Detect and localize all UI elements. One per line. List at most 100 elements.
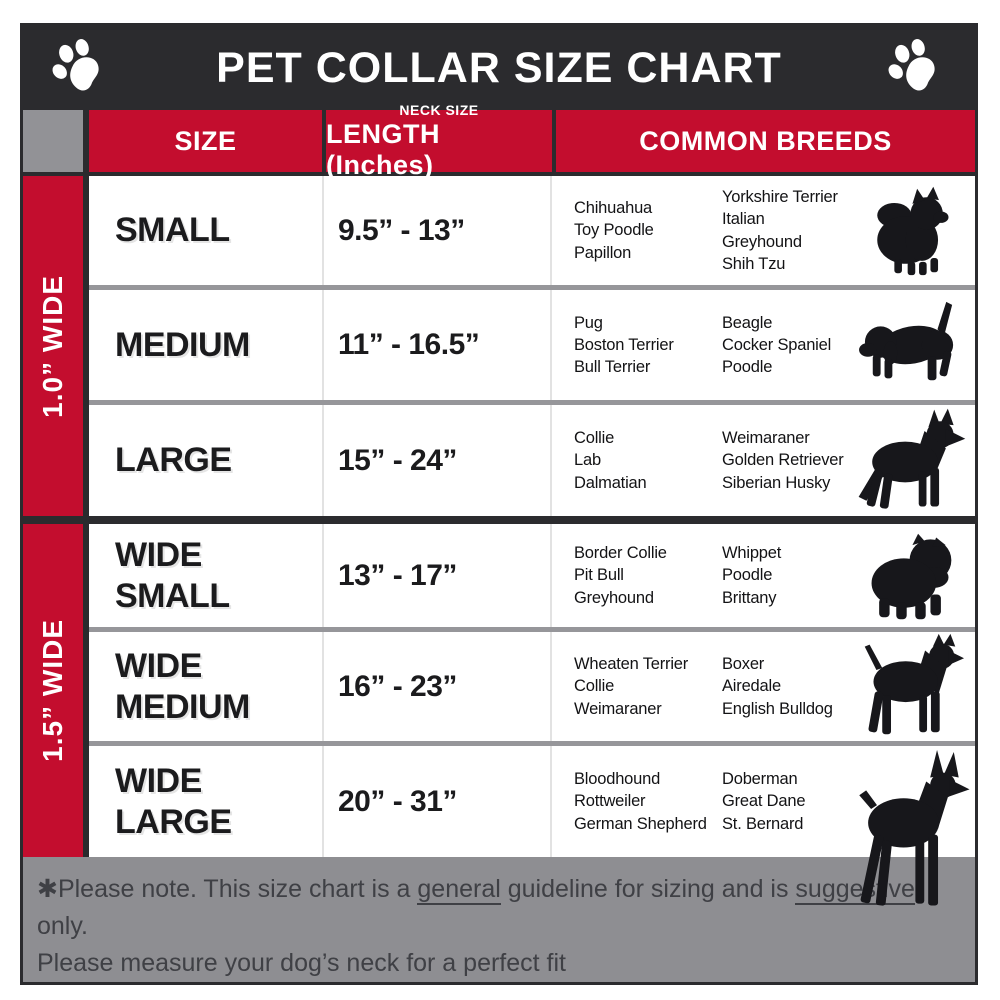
breed-item: Shih Tzu: [722, 254, 786, 273]
chart-header: PET COLLAR SIZE CHART: [23, 26, 975, 110]
breed-item: Lab: [574, 451, 601, 470]
breed-list-left: Bloodhound Rottweiler German Shepherd: [574, 768, 722, 834]
breed-item: Poodle: [722, 566, 773, 585]
breed-item: Boston Terrier: [574, 335, 674, 354]
breed-item: Yorkshire Terrier: [722, 188, 838, 207]
dog-image-zone: [845, 632, 975, 741]
breed-item: Airedale: [722, 677, 781, 696]
size-cell: WIDE SMALL: [89, 524, 324, 627]
breed-item: Rottweiler: [574, 792, 646, 811]
breeds-cell: Wheaten Terrier Collie Weimaraner Boxer …: [552, 632, 975, 741]
table-row-wide-small: WIDE SMALL 13” - 17” Border Collie Pit B…: [89, 524, 975, 627]
breed-item: Doberman: [722, 770, 798, 789]
breed-item: Weimaraner: [722, 429, 810, 448]
column-header-neck-size: NECK SIZE LENGTH (Inches): [326, 102, 552, 180]
breed-item: Poodle: [722, 358, 773, 377]
breed-list-right: Boxer Airedale English Bulldog: [722, 653, 845, 719]
footer-note-text: guideline for sizing and is: [500, 875, 796, 903]
breed-list-left: Chihuahua Toy Poodle Papillon: [574, 197, 722, 263]
breed-item: Chihuahua: [574, 199, 653, 218]
size-cell: SMALL: [89, 176, 324, 285]
breed-item: Bull Terrier: [574, 358, 651, 377]
breed-item: Whippet: [722, 544, 782, 563]
size-cell: LARGE: [89, 405, 324, 516]
breed-item: German Shepherd: [574, 814, 707, 833]
breed-item: Collie: [574, 677, 615, 696]
size-label-line2: SMALL: [115, 576, 230, 615]
neck-range-cell: 20” - 31”: [324, 746, 552, 857]
size-label-line2: MEDIUM: [115, 687, 250, 726]
page-title: PET COLLAR SIZE CHART: [216, 43, 782, 92]
corner-spacer: [23, 110, 83, 172]
breed-item: St. Bernard: [722, 814, 804, 833]
footer-note-line1: ✱Please note. This size chart is a gener…: [37, 871, 955, 945]
dog-image-zone: [845, 176, 975, 285]
german-shepherd-silhouette-icon: [858, 408, 966, 509]
pitbull-silhouette-icon: [864, 633, 965, 734]
neck-range: 15” - 24”: [338, 443, 457, 477]
column-header-common-breeds: COMMON BREEDS: [556, 110, 975, 172]
dog-image-zone: [845, 290, 975, 400]
pomeranian-silhouette-icon: [876, 186, 948, 276]
breed-item: Toy Poodle: [574, 221, 654, 240]
neck-range-cell: 16” - 23”: [324, 632, 552, 741]
dog-image-zone: [845, 746, 975, 906]
breed-item: Golden Retriever: [722, 451, 844, 470]
doberman-silhouette-icon: [859, 749, 970, 906]
row-divider: [89, 741, 975, 746]
chart-frame: PET COLLAR SIZE CHART 1.0” WIDE 1.5”: [20, 23, 978, 985]
breed-item: Bloodhound: [574, 770, 661, 789]
breed-item: Papillon: [574, 243, 632, 262]
row-divider: [89, 400, 975, 405]
size-label: SMALL: [115, 211, 230, 250]
breed-list-right: Doberman Great Dane St. Bernard: [722, 768, 845, 834]
width-band-1-5-inch: 1.5” WIDE: [23, 524, 83, 857]
breed-list-left: Border Collie Pit Bull Greyhound: [574, 542, 722, 608]
breed-item: Collie: [574, 429, 615, 448]
breed-list-left: Pug Boston Terrier Bull Terrier: [574, 312, 722, 378]
breed-item: Beagle: [722, 313, 773, 332]
breeds-cell: Bloodhound Rottweiler German Shepherd Do…: [552, 746, 975, 906]
neck-range: 11” - 16.5”: [338, 328, 480, 361]
footer-note-text: ✱Please note. This size chart is a: [37, 875, 418, 903]
paw-icon: [52, 39, 99, 91]
breeds-cell: Chihuahua Toy Poodle Papillon Yorkshire …: [552, 176, 975, 285]
breed-item: Dalmatian: [574, 473, 647, 492]
breed-item: Pug: [574, 313, 603, 332]
table-row-wide-medium: WIDE MEDIUM 16” - 23” Wheaten Terrier Co…: [89, 632, 975, 741]
breed-list-left: Wheaten Terrier Collie Weimaraner: [574, 653, 722, 719]
width-band-1-inch: 1.0” WIDE: [23, 176, 83, 516]
breeds-cell: Border Collie Pit Bull Greyhound Whippet…: [552, 524, 975, 627]
breed-item: Great Dane: [722, 792, 806, 811]
breed-item: Pit Bull: [574, 566, 624, 585]
breed-list-right: Whippet Poodle Brittany: [722, 542, 845, 608]
breed-item: Brittany: [722, 588, 777, 607]
breed-item: Siberian Husky: [722, 473, 831, 492]
breed-item: Cocker Spaniel: [722, 335, 832, 354]
breed-item: Weimaraner: [574, 699, 662, 718]
breed-item: Boxer: [722, 655, 765, 674]
width-column: 1.0” WIDE 1.5” WIDE: [23, 110, 83, 857]
row-divider: [89, 627, 975, 632]
neck-range: 9.5” - 13”: [338, 213, 465, 247]
dog-image-zone: [845, 405, 975, 516]
table-row-small: SMALL 9.5” - 13” Chihuahua Toy Poodle Pa…: [89, 176, 975, 285]
size-cell: MEDIUM: [89, 290, 324, 400]
footer-note: ✱Please note. This size chart is a gener…: [23, 857, 975, 982]
column-header-size: SIZE: [89, 110, 322, 172]
neck-range-cell: 13” - 17”: [324, 524, 552, 627]
row-divider: [89, 285, 975, 290]
table-row-large: LARGE 15” - 24” Collie Lab Dalmatian: [89, 405, 975, 516]
table-body: 1.0” WIDE 1.5” WIDE SIZE NECK SIZE LENGT…: [23, 102, 975, 906]
size-cell: WIDE MEDIUM: [89, 632, 324, 741]
footer-note-text: only.: [37, 912, 88, 940]
footer-underline-general: general: [417, 875, 501, 905]
neck-range: 16” - 23”: [338, 669, 457, 703]
size-cell: WIDE LARGE: [89, 746, 324, 857]
neck-range-cell: 15” - 24”: [324, 405, 552, 516]
width-label-1-inch: 1.0” WIDE: [37, 274, 68, 418]
width-label-1-5-inch: 1.5” WIDE: [37, 619, 68, 762]
neck-range-cell: 9.5” - 13”: [324, 176, 552, 285]
breed-item: Border Collie: [574, 544, 667, 563]
